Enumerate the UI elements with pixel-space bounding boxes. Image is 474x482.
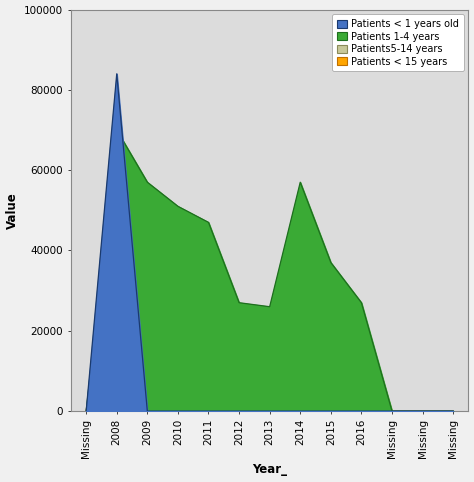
Y-axis label: Value: Value bbox=[6, 192, 18, 229]
Legend: Patients < 1 years old, Patients 1-4 years, Patients5-14 years, Patients < 15 ye: Patients < 1 years old, Patients 1-4 yea… bbox=[332, 14, 464, 71]
X-axis label: Year_: Year_ bbox=[252, 464, 287, 476]
